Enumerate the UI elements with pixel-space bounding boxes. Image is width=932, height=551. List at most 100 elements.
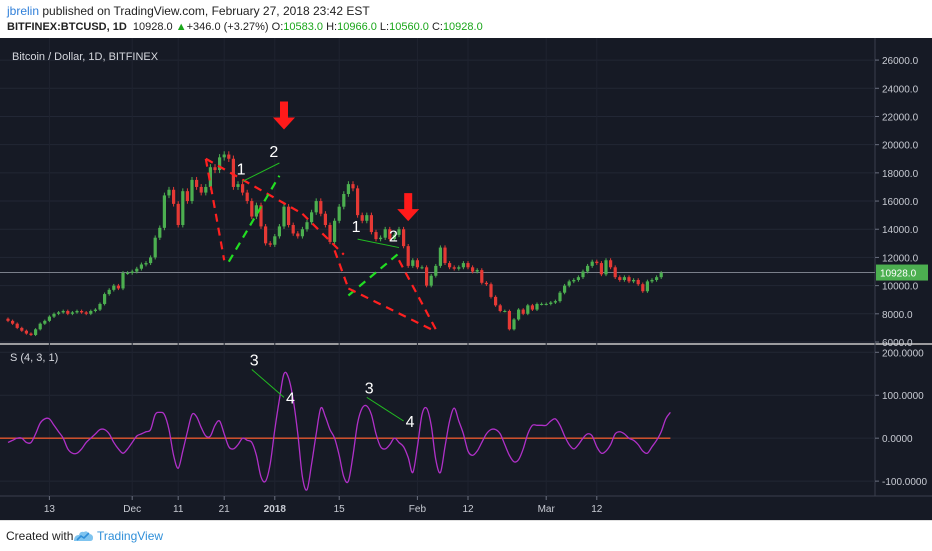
- candle-body: [590, 261, 594, 266]
- red-trendline: [333, 250, 350, 289]
- candle-body: [24, 330, 28, 334]
- divergence-label: 3: [250, 352, 259, 369]
- divergence-label: 1: [237, 161, 246, 178]
- osc-tick-label: -100.0000: [882, 477, 927, 488]
- candle-body: [369, 215, 373, 233]
- price-divergence-line: [357, 238, 400, 249]
- candle-body: [356, 188, 360, 216]
- candle-body: [586, 265, 590, 272]
- time-tick-label: 2018: [264, 504, 287, 515]
- candle-body: [47, 316, 51, 321]
- candle-body: [563, 285, 567, 293]
- close-value: 10928.0: [442, 21, 483, 33]
- red-trendline: [205, 157, 303, 215]
- candle-body: [222, 154, 226, 158]
- candle-body: [89, 310, 93, 314]
- candle-body: [277, 226, 281, 237]
- candle-body: [190, 179, 194, 202]
- candle-body: [448, 263, 452, 268]
- candle-body: [195, 179, 199, 187]
- price-change: +346.0 (+3.27%): [186, 21, 269, 33]
- time-tick-label: Dec: [123, 504, 141, 515]
- candle-body: [360, 215, 364, 221]
- candle-body: [544, 303, 548, 305]
- candle-body: [346, 184, 350, 194]
- candle-body: [231, 158, 235, 187]
- time-tick-label: Feb: [409, 504, 427, 515]
- candle-body: [250, 201, 254, 217]
- candle-body: [130, 271, 134, 273]
- tradingview-link[interactable]: TradingView: [97, 529, 164, 543]
- candle-body: [650, 279, 654, 282]
- candle-body: [609, 260, 613, 268]
- candle-body: [618, 277, 622, 280]
- time-tick-label: 15: [334, 504, 346, 515]
- last-price-tag: [876, 264, 928, 281]
- candle-body: [475, 270, 479, 272]
- candle-body: [429, 275, 433, 286]
- osc-divergence-line: [251, 369, 285, 398]
- symbol-name: BITFINEX:BTCUSD, 1D: [7, 21, 127, 33]
- candle-body: [75, 310, 79, 313]
- low-value: 10560.0: [389, 21, 429, 33]
- candle-body: [443, 247, 447, 264]
- candle-body: [461, 263, 465, 268]
- low-label: L:: [379, 21, 390, 33]
- candle-body: [613, 267, 617, 278]
- candle-body: [489, 284, 493, 297]
- candle-body: [107, 289, 111, 295]
- chart-canvas[interactable]: 26000.024000.022000.020000.018000.016000…: [0, 38, 932, 520]
- osc-tick-label: 100.0000: [882, 391, 924, 402]
- time-tick-label: 21: [219, 504, 231, 515]
- footer: Created with TradingView: [0, 520, 932, 551]
- candle-body: [379, 237, 383, 240]
- red-trendline: [301, 212, 345, 256]
- candle-body: [507, 310, 511, 330]
- divergence-label: 3: [365, 380, 374, 397]
- candle-body: [103, 294, 107, 304]
- divergence-label: 4: [406, 414, 415, 431]
- candle-body: [521, 309, 525, 314]
- candle-body: [622, 277, 626, 280]
- created-with-text: Created with: [6, 529, 74, 543]
- candle-body: [434, 265, 438, 276]
- candle-body: [245, 192, 249, 202]
- candle-body: [383, 229, 387, 238]
- candle-body: [185, 191, 189, 202]
- candle-body: [576, 277, 580, 280]
- candle-body: [287, 206, 291, 226]
- candle-body: [595, 261, 599, 264]
- candle-body: [112, 285, 116, 290]
- candle-body: [530, 305, 534, 310]
- publish-line: jbrelin published on TradingView.com, Fe…: [7, 4, 370, 18]
- osc-divergence-line: [366, 396, 404, 422]
- price-tick-label: 12000.0: [882, 253, 919, 264]
- candle-body: [406, 246, 410, 266]
- candle-body: [282, 206, 286, 227]
- chart-area[interactable]: 26000.0 24000.0 22000.0 20000.0 18000.0 16000…: [0, 38, 932, 520]
- oscillator-line: [7, 371, 671, 491]
- candle-body: [314, 201, 318, 213]
- candle-body: [259, 205, 263, 227]
- candle-body: [374, 232, 378, 240]
- sell-arrow-icon: [273, 101, 295, 130]
- candle-body: [328, 225, 332, 242]
- candle-body: [34, 329, 38, 335]
- candle-body: [498, 305, 502, 311]
- candle-body: [319, 201, 323, 214]
- candle-body: [121, 272, 125, 289]
- candle-body: [599, 263, 603, 275]
- candle-body: [116, 285, 120, 289]
- candle-body: [365, 215, 369, 221]
- candle-body: [84, 312, 88, 314]
- last-price-label: 10928.0: [880, 269, 917, 280]
- candle-body: [645, 281, 649, 292]
- candle-body: [135, 268, 139, 272]
- osc-tick-label: 0.0000: [882, 434, 913, 445]
- candle-body: [93, 309, 97, 311]
- candle-body: [80, 310, 84, 313]
- candle-body: [38, 323, 42, 330]
- author-link[interactable]: jbrelin: [7, 4, 40, 18]
- price-tick-label: 10000.0: [882, 282, 919, 293]
- osc-pane-title: S (4, 3, 1): [10, 352, 58, 364]
